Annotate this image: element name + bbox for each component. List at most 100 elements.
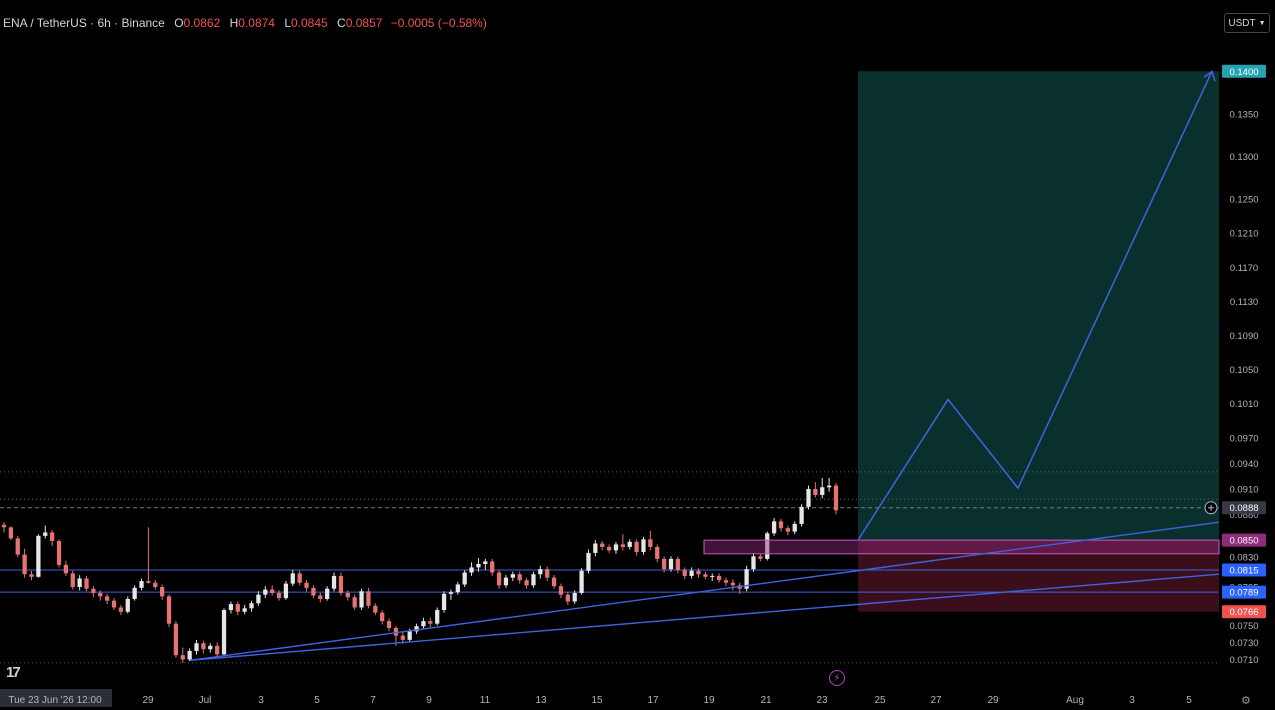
- candle: [448, 589, 454, 600]
- candle-body: [455, 584, 460, 593]
- candle-body: [311, 587, 316, 596]
- candle-body: [29, 574, 34, 577]
- candle: [483, 558, 488, 570]
- x-tick-label: 5: [1186, 695, 1192, 706]
- x-tick-label: Aug: [1066, 695, 1084, 706]
- candle: [606, 544, 612, 553]
- candle: [531, 571, 536, 588]
- candle-body: [70, 573, 75, 588]
- candle-body: [153, 582, 158, 588]
- candle-body: [696, 570, 701, 575]
- candle-body: [517, 574, 522, 581]
- candle-body: [586, 552, 591, 571]
- candle: [276, 590, 282, 601]
- candle: [476, 558, 481, 572]
- candle: [270, 585, 275, 596]
- lightning-icon[interactable]: ⚡: [829, 670, 845, 686]
- arrowhead-icon: [1203, 70, 1216, 82]
- candle: [689, 567, 694, 579]
- x-tick-label: 29: [987, 695, 999, 706]
- candle-body: [689, 570, 694, 576]
- candle-body: [50, 532, 55, 541]
- price-badge: 0.1400: [1222, 64, 1266, 78]
- y-tick-label: 0.1250: [1229, 195, 1258, 206]
- candle: [29, 570, 34, 581]
- candle: [380, 610, 385, 625]
- candle: [194, 639, 199, 655]
- candle: [703, 571, 708, 580]
- currency-select-button[interactable]: USDT ▼: [1224, 13, 1270, 33]
- candle-body: [503, 577, 509, 586]
- supply-box: [703, 539, 1220, 555]
- candle-body: [36, 535, 41, 577]
- candle-body: [820, 487, 825, 495]
- price-badge: 0.0766: [1222, 605, 1266, 619]
- candle-body: [139, 581, 144, 588]
- candle-body: [22, 554, 27, 575]
- candle: [441, 591, 447, 613]
- candle-body: [352, 597, 357, 608]
- candle: [469, 562, 474, 576]
- candle: [758, 553, 763, 562]
- trendline-lower: [189, 573, 1220, 662]
- candle: [668, 556, 674, 572]
- high-label: H: [229, 16, 239, 30]
- candle-body: [716, 575, 722, 581]
- candle: [325, 586, 330, 601]
- candle-body: [758, 556, 763, 559]
- candle: [675, 556, 680, 574]
- candle-body: [435, 610, 440, 624]
- candle-body: [428, 621, 433, 624]
- candle-body: [8, 527, 14, 539]
- candle: [813, 482, 818, 498]
- price-badge-bg: [1222, 501, 1266, 515]
- y-tick-label: 0.0710: [1229, 655, 1258, 666]
- candle-body: [380, 612, 385, 622]
- candle-body: [730, 582, 735, 586]
- candle: [373, 603, 378, 616]
- y-tick-label: 0.1170: [1230, 263, 1258, 274]
- candle-body: [634, 541, 639, 553]
- candle-body: [723, 580, 729, 583]
- candle: [283, 581, 289, 600]
- candle-body: [469, 567, 474, 573]
- price-badge-bg: [1222, 64, 1266, 78]
- trendline-upper: [189, 521, 1220, 662]
- candle-body: [826, 485, 832, 488]
- x-tick-label: 27: [930, 695, 942, 706]
- y-tick-label: 0.0970: [1229, 433, 1258, 444]
- candle: [50, 529, 55, 547]
- candle: [173, 621, 179, 658]
- candle-body: [160, 587, 165, 597]
- y-tick-label: 0.0880: [1229, 510, 1258, 521]
- candle-body: [462, 572, 467, 585]
- close-value: 0.0857: [345, 16, 383, 30]
- candle-body: [173, 623, 179, 656]
- candle-body: [386, 621, 392, 628]
- candle-body: [400, 635, 405, 640]
- candle: [593, 540, 598, 557]
- horizontal-level-lines: [0, 471, 1219, 664]
- candle-body: [215, 645, 220, 655]
- candle: [428, 617, 433, 628]
- change-value: −0.0005 (−0.58%): [390, 16, 487, 30]
- candle-body: [565, 594, 570, 602]
- settings-icon[interactable]: ⚙: [1241, 695, 1251, 707]
- tradingview-logo-icon[interactable]: 17: [6, 664, 21, 681]
- candle-body: [414, 626, 419, 632]
- y-tick-label: 0.0730: [1229, 638, 1258, 649]
- risk-reward-zones: [858, 71, 1219, 612]
- candle: [235, 601, 240, 616]
- candle: [111, 598, 117, 611]
- price-badge-label: 0.0789: [1229, 588, 1258, 599]
- price-badge-bg: [1222, 533, 1266, 547]
- x-tick-label: 7: [370, 695, 376, 706]
- candle: [641, 536, 646, 555]
- price-badge-bg: [1222, 605, 1266, 619]
- candle: [765, 531, 770, 561]
- price-badge-bg: [1222, 563, 1266, 577]
- candle-body: [297, 573, 302, 583]
- candle: [833, 483, 839, 515]
- candle: [558, 583, 564, 599]
